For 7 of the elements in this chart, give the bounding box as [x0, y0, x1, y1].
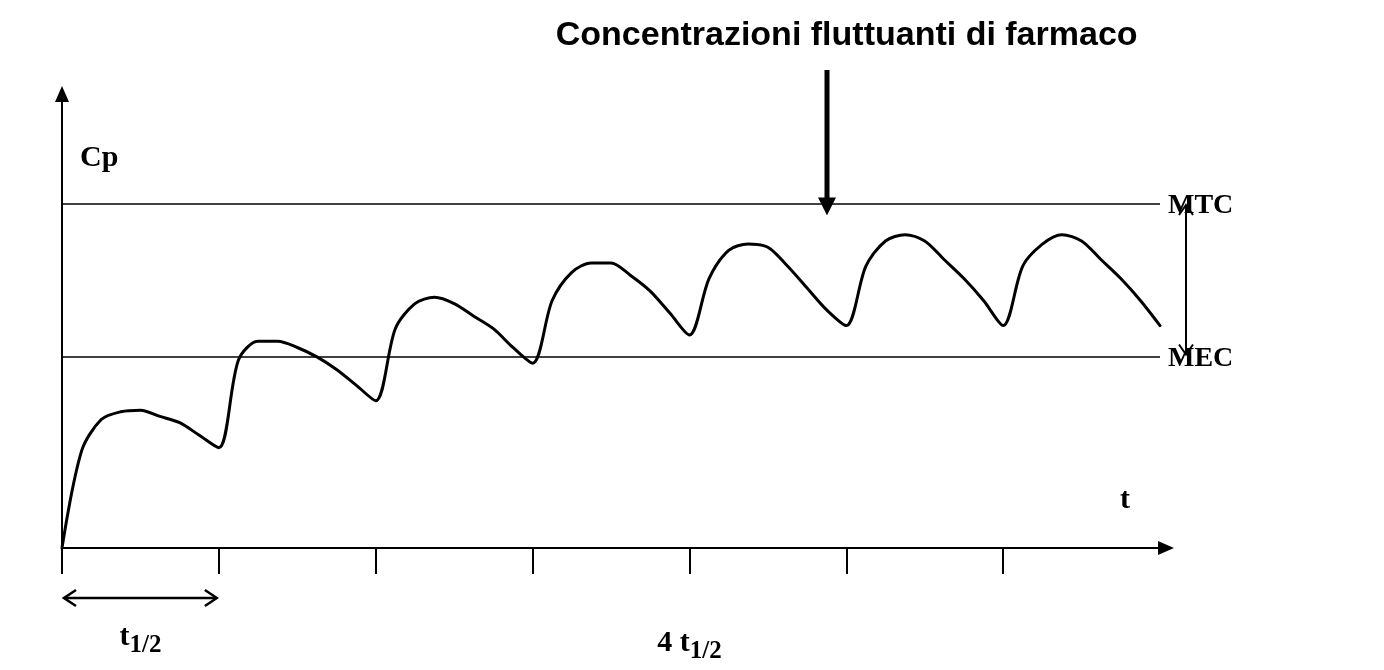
ref-line-label: MTC — [1168, 187, 1234, 219]
ref-line-label: MEC — [1168, 341, 1234, 373]
x-axis-title: t — [1120, 480, 1130, 514]
text: 4 t$_{1/2}$ — [656, 624, 723, 664]
text: Concentrazioni fluttuanti di farmaco — [554, 14, 1139, 53]
y-axis-title: Cp — [80, 138, 119, 172]
text: t$_{1/2}$ — [118, 618, 163, 658]
